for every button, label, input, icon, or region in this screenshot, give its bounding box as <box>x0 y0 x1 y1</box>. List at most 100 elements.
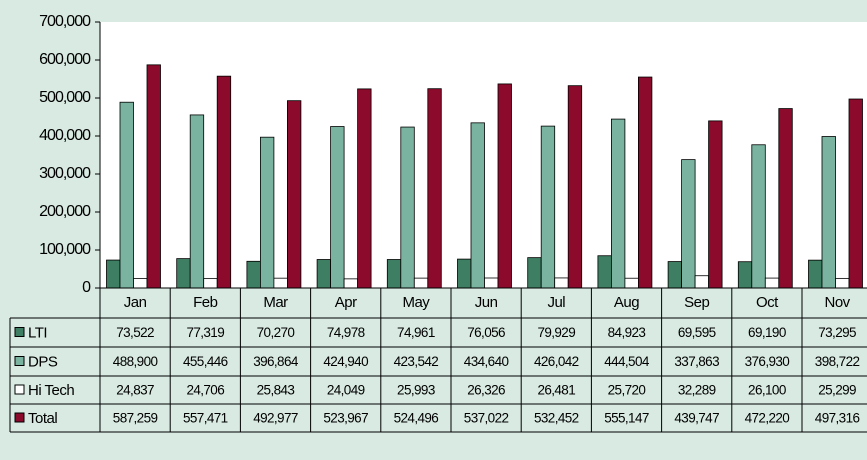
table-value: 70,270 <box>257 325 295 340</box>
table-value: 423,542 <box>394 354 439 369</box>
y-tick-label: 700,000 <box>39 13 91 30</box>
table-value: 69,190 <box>748 325 786 340</box>
bar <box>527 257 542 289</box>
table-value: 73,295 <box>818 325 856 340</box>
legend-label: LTI <box>28 324 47 341</box>
y-tick-label: 300,000 <box>39 165 91 182</box>
table-value: 587,259 <box>113 411 158 426</box>
bar <box>611 118 626 289</box>
category-label: Jul <box>547 294 565 311</box>
bar <box>216 75 232 289</box>
bar <box>343 278 359 289</box>
table-value: 69,595 <box>678 325 716 340</box>
table-value: 557,471 <box>183 411 228 426</box>
table-value: 376,930 <box>745 354 790 369</box>
category-label: Oct <box>756 294 779 311</box>
table-value: 444,504 <box>604 354 650 369</box>
table-value: 26,481 <box>537 383 575 398</box>
table-value: 77,319 <box>186 325 224 340</box>
table-value: 537,022 <box>464 411 509 426</box>
table-value: 24,706 <box>186 383 224 398</box>
table-value: 24,049 <box>327 383 365 398</box>
legend-key <box>14 356 25 366</box>
bar <box>273 277 288 289</box>
table-value: 524,496 <box>394 411 439 426</box>
bar <box>316 259 332 289</box>
table-value: 79,929 <box>537 325 575 340</box>
bar <box>203 278 218 289</box>
category-label: Nov <box>825 294 851 311</box>
table-value: 76,056 <box>467 325 505 340</box>
bar <box>808 259 823 289</box>
table-value: 523,967 <box>323 411 368 426</box>
bar <box>821 136 836 289</box>
table-value: 472,220 <box>745 411 790 426</box>
bar <box>708 120 723 289</box>
bar <box>246 260 261 289</box>
table-value: 74,978 <box>327 325 365 340</box>
legend-key <box>14 384 25 395</box>
table-value: 424,940 <box>323 354 368 369</box>
bar <box>259 136 275 289</box>
bar <box>540 125 556 289</box>
y-tick-label: 0 <box>82 279 91 296</box>
table-value: 555,147 <box>604 411 649 426</box>
table-value: 398,722 <box>815 354 860 369</box>
table-value: 492,977 <box>253 411 298 426</box>
table-value: 74,961 <box>397 325 435 340</box>
table-value: 32,289 <box>678 383 716 398</box>
bar <box>176 258 191 289</box>
table-value: 26,100 <box>748 383 786 398</box>
bar <box>764 277 780 289</box>
bar <box>848 98 863 289</box>
table-value: 25,843 <box>257 383 295 398</box>
legend-label: Total <box>28 410 57 427</box>
bar <box>835 277 850 289</box>
category-label: May <box>402 294 430 311</box>
bar <box>386 259 402 289</box>
y-tick-label: 600,000 <box>39 51 91 68</box>
bar <box>484 277 499 289</box>
category-label: Mar <box>263 294 288 311</box>
bar <box>189 114 205 289</box>
table-value: 439,747 <box>674 411 719 426</box>
bar <box>737 261 753 289</box>
bar <box>286 100 302 289</box>
bar <box>470 122 485 289</box>
table-value: 455,446 <box>183 354 228 369</box>
bar <box>694 275 709 289</box>
table-value: 25,720 <box>608 383 646 398</box>
bar <box>106 259 121 289</box>
table-value: 26,326 <box>467 383 505 398</box>
category-label: Apr <box>335 294 357 311</box>
bar <box>427 88 442 289</box>
bar <box>624 277 639 289</box>
table-value: 434,640 <box>464 354 509 369</box>
table-value: 25,993 <box>397 383 435 398</box>
bar <box>497 83 512 289</box>
table-value: 24,837 <box>116 383 154 398</box>
bar <box>119 101 134 289</box>
bar <box>751 144 766 289</box>
bar <box>638 76 653 289</box>
legend-label: DPS <box>28 353 58 370</box>
table-value: 337,863 <box>674 354 719 369</box>
table-value: 532,452 <box>534 411 579 426</box>
table-value: 84,923 <box>608 325 646 340</box>
bar <box>413 277 429 289</box>
table-value: 488,900 <box>113 354 158 369</box>
category-label: Sep <box>684 294 709 311</box>
bar <box>133 278 148 289</box>
bar <box>554 277 569 289</box>
table-value: 396,864 <box>253 354 299 369</box>
y-tick-label: 200,000 <box>39 203 91 220</box>
y-tick-label: 500,000 <box>39 89 91 106</box>
bar <box>567 85 583 289</box>
category-label: Aug <box>614 294 639 311</box>
legend-key <box>14 412 25 423</box>
bar <box>146 64 161 289</box>
category-label: Jun <box>475 294 498 311</box>
y-tick-label: 100,000 <box>39 241 91 258</box>
legend-key <box>14 327 25 337</box>
